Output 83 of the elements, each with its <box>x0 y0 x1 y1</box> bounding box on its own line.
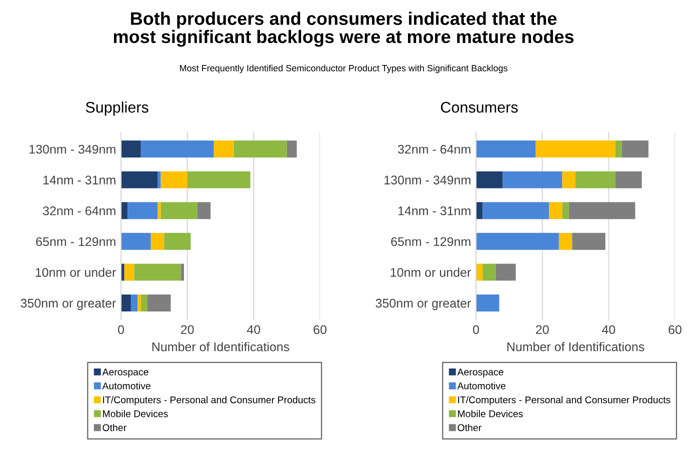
legend-label: IT/Computers - Personal and Consumer Products <box>458 396 670 406</box>
legend-label: Automotive <box>102 382 150 390</box>
bar <box>615 171 642 188</box>
chart-title: Consumers <box>440 102 518 113</box>
y-tick-label: 10nm or under <box>390 268 471 277</box>
y-tick-label: 32nm - 64nm <box>42 206 116 216</box>
x-tick-label: 0 <box>473 325 479 334</box>
x-tick-label: 40 <box>247 325 260 334</box>
x-tick-label: 60 <box>668 325 682 334</box>
x-axis-title: Number of Identifications <box>507 342 644 352</box>
bar <box>476 232 559 250</box>
bar <box>568 202 636 220</box>
bar <box>476 140 536 158</box>
bar <box>121 140 141 158</box>
legend-label: Other <box>458 424 482 432</box>
x-tick-label: 60 <box>314 325 326 334</box>
bar <box>140 140 214 158</box>
bar <box>558 232 572 250</box>
y-tick-label: 130nm - 349nm <box>30 144 116 154</box>
bar <box>187 171 250 188</box>
x-tick-label: 40 <box>602 325 616 334</box>
bar <box>124 264 134 281</box>
bar <box>121 171 158 188</box>
y-tick-label: 130nm - 349nm <box>384 176 470 184</box>
bar <box>134 264 181 281</box>
bar <box>476 171 503 188</box>
bar <box>140 294 148 312</box>
bar <box>615 140 622 158</box>
legend-label: Aerospace <box>457 368 504 378</box>
legend-label: Other <box>102 424 126 432</box>
bar <box>160 171 188 188</box>
bar <box>164 232 191 250</box>
y-tick-label: 10nm or under <box>36 268 116 277</box>
bar <box>562 202 569 220</box>
bar <box>150 232 164 250</box>
bar <box>157 202 161 220</box>
bar <box>502 171 562 188</box>
bar <box>476 264 483 281</box>
bar <box>536 140 616 158</box>
chart-title: Suppliers <box>86 101 148 116</box>
bar <box>234 140 287 158</box>
bar <box>482 202 549 220</box>
y-tick-label: 350nm or greater <box>376 298 471 310</box>
x-tick-label: 20 <box>181 325 194 334</box>
bar <box>476 202 483 220</box>
y-tick-label: 65nm - 129nm <box>36 237 116 246</box>
legend-label: Mobile Devices <box>458 410 523 418</box>
bar <box>121 202 128 220</box>
bar <box>121 294 131 312</box>
x-tick-label: 20 <box>536 325 549 334</box>
legend-label: Automotive <box>457 382 506 390</box>
bar <box>148 294 171 312</box>
bar <box>286 140 297 158</box>
bar <box>130 294 138 312</box>
bar <box>476 294 500 312</box>
bar <box>157 171 161 188</box>
bar <box>197 202 211 220</box>
legend-label: Aerospace <box>102 368 148 378</box>
bar <box>482 264 496 281</box>
bar <box>214 140 234 158</box>
bar <box>572 232 606 250</box>
bar <box>576 171 616 188</box>
bar <box>622 140 648 158</box>
bar <box>121 264 124 281</box>
y-tick-label: 65nm - 129nm <box>391 237 470 246</box>
x-axis-title: Number of Identifications <box>152 342 290 352</box>
bar <box>121 232 151 250</box>
y-tick-label: 350nm or greater <box>20 298 116 310</box>
legend-label: Mobile Devices <box>103 410 168 418</box>
y-tick-label: 14nm - 31nm <box>398 206 470 216</box>
bar <box>138 294 141 312</box>
text: Most Frequently Identified Semiconductor Product Types with Significant Backlogs <box>180 64 508 74</box>
text: Both producers and consumers indicated that the most significant backlogs were at more mature nodes <box>114 12 574 47</box>
bar <box>548 202 562 220</box>
bar <box>496 264 516 281</box>
legend-label: IT/Computers - Personal and Consumer Products <box>103 396 316 406</box>
bar <box>562 171 576 188</box>
x-tick-label: 0 <box>118 325 124 334</box>
bar <box>160 202 198 220</box>
bar <box>128 202 158 220</box>
bar <box>180 264 184 281</box>
y-tick-label: 14nm - 31nm <box>43 176 116 184</box>
y-tick-label: 32nm - 64nm <box>398 144 470 154</box>
